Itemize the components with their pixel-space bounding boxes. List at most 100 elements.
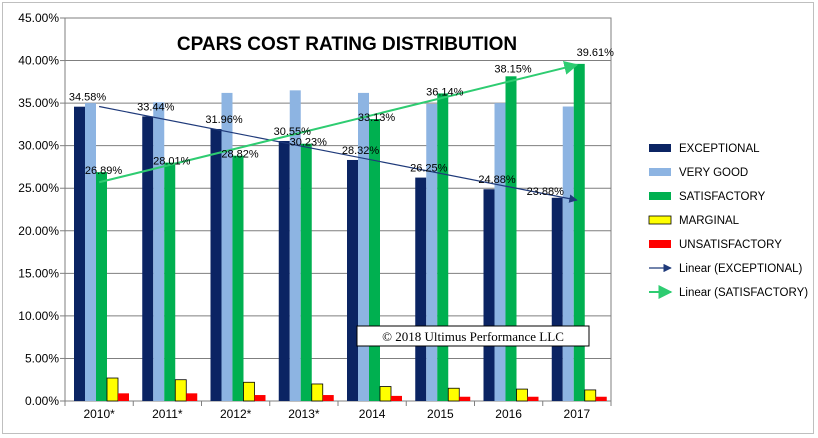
- bar-satisfactory: [96, 172, 107, 401]
- bar-marginal: [106, 377, 119, 402]
- bar-unsatisfactory: [391, 395, 402, 401]
- data-label-satisfactory: 33.13%: [358, 112, 396, 124]
- data-label-exceptional: 24.88%: [478, 174, 516, 186]
- bar-exceptional: [142, 116, 154, 402]
- watermark-box: [356, 325, 590, 347]
- legend-label: Linear (SATISFACTORY): [679, 287, 808, 299]
- bar-exceptional: [415, 177, 427, 401]
- x-tick-label: 2016: [495, 407, 522, 421]
- bar-very-good: [426, 103, 438, 401]
- bar-very-good: [494, 103, 506, 401]
- bar-marginal: [584, 389, 597, 402]
- trendline-satisfactory: [98, 61, 579, 184]
- y-tick-label: 35.00%: [18, 96, 59, 110]
- bar-unsatisfactory: [254, 395, 266, 401]
- data-label-exceptional: 28.32%: [342, 145, 380, 157]
- legend-swatch-satisfactory: [649, 192, 671, 200]
- x-tick-label: 2014: [359, 407, 386, 421]
- legend-label: MARGINAL: [679, 215, 740, 227]
- data-label-satisfactory: 26.89%: [85, 165, 123, 177]
- data-label-exceptional: 34.58%: [69, 92, 107, 104]
- legend-swatch-marginal: [648, 215, 672, 225]
- legend-label: EXCEPTIONAL: [679, 143, 760, 155]
- bar-marginal: [379, 386, 392, 402]
- data-label-satisfactory: 28.01%: [153, 156, 191, 168]
- bar-satisfactory: [505, 76, 517, 401]
- y-tick-label: 10.00%: [18, 309, 59, 323]
- bar-exceptional: [74, 106, 85, 401]
- x-axis-ticks: 2010* 2011* 2012* 2013* 2014 2015 2016 2017: [83, 407, 590, 421]
- y-tick-label: 30.00%: [18, 139, 59, 153]
- legend: EXCEPTIONAL VERY GOOD SATISFACTORY MARGINAL…: [648, 143, 808, 299]
- data-label-satisfactory: 28.82%: [221, 149, 259, 161]
- x-tick-label: 2010*: [83, 407, 115, 421]
- y-tick-label: 0.00%: [25, 394, 59, 408]
- legend-label: Linear (EXCEPTIONAL): [679, 263, 803, 275]
- legend-label: SATISFACTORY: [679, 191, 766, 203]
- bar-very-good: [153, 102, 165, 401]
- bar-exceptional: [210, 128, 222, 401]
- data-label-exceptional: 31.96%: [205, 114, 243, 126]
- chart-title: CPARS COST RATING DISTRIBUTION: [177, 34, 517, 55]
- legend-swatch-very-good: [649, 168, 671, 176]
- bar-exceptional: [347, 159, 358, 401]
- x-tick-label: 2012*: [220, 407, 252, 421]
- data-label-exceptional: 30.55%: [274, 126, 312, 138]
- y-tick-label: 20.00%: [18, 224, 59, 238]
- x-tick-label: 2013*: [288, 407, 320, 421]
- bar-very-good: [289, 90, 301, 401]
- watermark-text: © 2018 Ultimus Performance LLC: [382, 329, 564, 344]
- legend-swatch-unsatisfactory: [649, 240, 671, 248]
- legend-label: VERY GOOD: [679, 167, 748, 179]
- bar-exceptional: [278, 140, 290, 402]
- y-tick-label: 45.00%: [18, 11, 59, 25]
- bar-unsatisfactory: [527, 396, 539, 401]
- bar-very-good: [85, 103, 96, 401]
- bar-very-good: [221, 92, 233, 402]
- data-label-exceptional: 23.88%: [527, 186, 565, 198]
- bar-marginal: [447, 387, 460, 402]
- data-label-exceptional: 26.25%: [410, 163, 448, 175]
- x-tick-label: 2017: [564, 407, 591, 421]
- bar-marginal: [516, 388, 528, 402]
- data-label-exceptional: 33.44%: [137, 101, 175, 113]
- bar-satisfactory: [300, 143, 312, 401]
- bar-marginal: [174, 379, 187, 402]
- chart-canvas: 0.00% 5.00% 10.00% 15.00% 20.00% 25.00% 30.00%…: [18, 11, 808, 421]
- trendline-exceptional: [99, 105, 578, 203]
- x-tick-label: 2011*: [152, 407, 183, 421]
- bar-satisfactory: [232, 155, 244, 401]
- y-axis-ticks: 0.00% 5.00% 10.00% 15.00% 20.00% 25.00% 30.00%…: [18, 11, 65, 408]
- data-label-satisfactory: 38.15%: [494, 63, 532, 75]
- legend-label: UNSATISFACTORY: [679, 239, 782, 251]
- bar-unsatisfactory: [186, 393, 198, 401]
- data-label-satisfactory: 36.14%: [426, 86, 464, 98]
- bar-very-good: [358, 92, 369, 402]
- bar-marginal: [311, 383, 324, 402]
- bar-satisfactory: [369, 119, 380, 401]
- watermark: © 2018 Ultimus Performance LLC: [356, 325, 590, 347]
- x-tick-label: 2015: [427, 407, 454, 421]
- bars: [74, 63, 607, 402]
- bar-satisfactory: [164, 162, 176, 401]
- bar-marginal: [243, 381, 255, 402]
- bar-exceptional: [483, 189, 495, 401]
- bar-satisfactory: [437, 93, 449, 401]
- bar-very-good: [562, 106, 574, 401]
- bar-unsatisfactory: [118, 393, 129, 401]
- bar-exceptional: [551, 197, 563, 401]
- data-label-satisfactory: 30.23%: [290, 137, 328, 149]
- bar-satisfactory: [573, 63, 585, 402]
- bar-unsatisfactory: [459, 396, 471, 401]
- data-labels: 34.58% 33.44% 31.96% 30.55% 28.32% 26.25% 24.8…: [69, 47, 614, 198]
- y-tick-label: 15.00%: [18, 266, 59, 280]
- legend-swatch-exceptional: [649, 144, 671, 152]
- y-tick-label: 25.00%: [18, 181, 59, 195]
- y-tick-label: 40.00%: [18, 54, 59, 68]
- data-label-satisfactory: 39.61%: [577, 47, 615, 59]
- bar-unsatisfactory: [322, 395, 334, 401]
- bar-unsatisfactory: [595, 396, 607, 401]
- trendlines: [98, 61, 579, 203]
- y-tick-label: 5.00%: [25, 351, 59, 365]
- chart-frame: 0.00% 5.00% 10.00% 15.00% 20.00% 25.00% 30.00%…: [2, 2, 814, 434]
